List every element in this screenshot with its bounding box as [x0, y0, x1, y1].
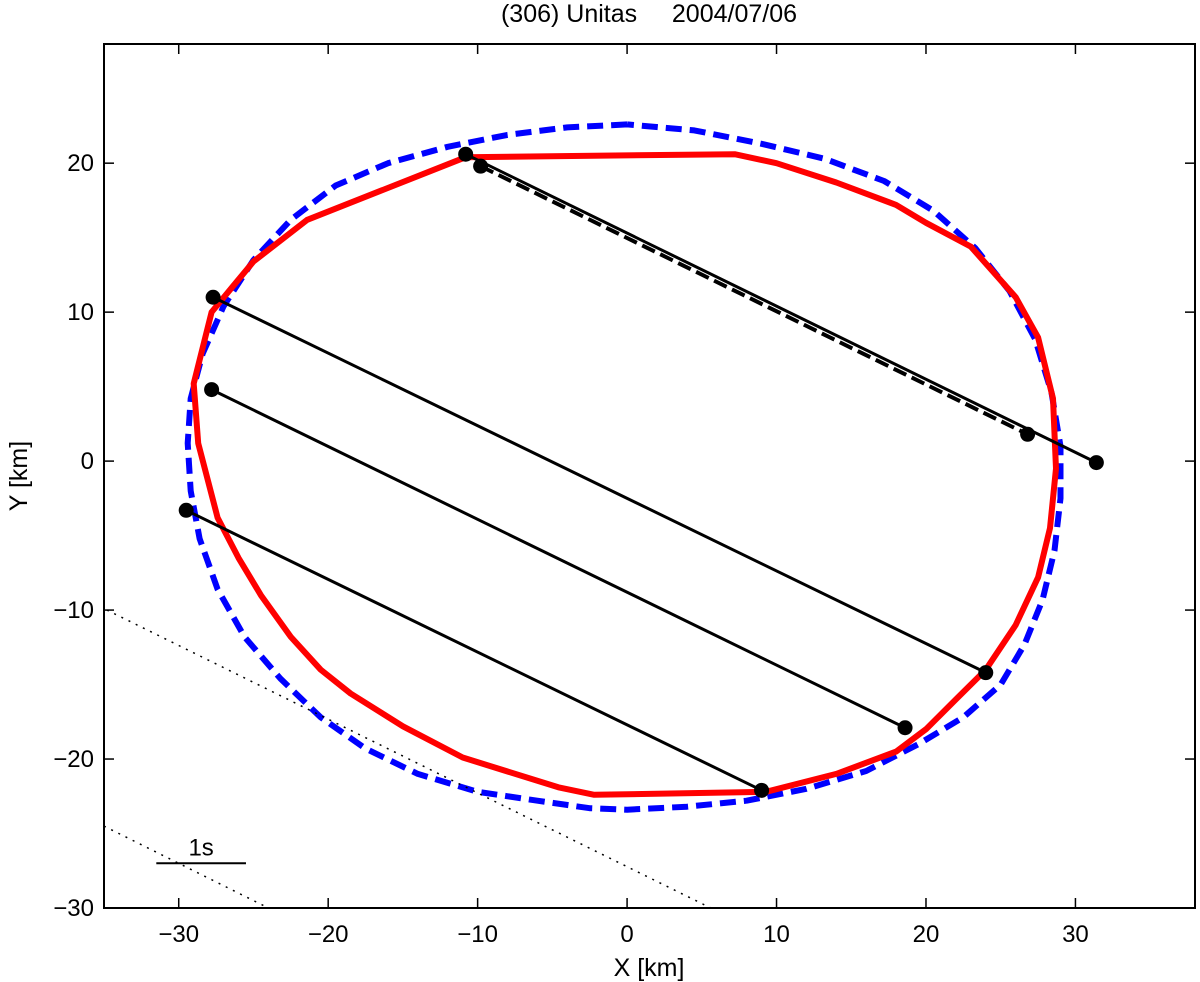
- chord-endpoint-6: [204, 382, 220, 398]
- series-line-1: [190, 151, 1059, 798]
- chord-endpoint-8: [178, 502, 194, 518]
- x-tick-label: −30: [158, 921, 199, 948]
- series-line-6: [185, 508, 763, 792]
- chord-endpoint-1: [473, 158, 489, 174]
- x-tick-label: 10: [763, 921, 790, 948]
- y-tick-label: −20: [53, 746, 94, 773]
- series-line-5: [210, 388, 906, 730]
- y-tick-label: 10: [67, 299, 94, 326]
- axis-ticks: −30 −20 −10 0 10 20 30 −30 −20 −10 0 10 20: [53, 44, 1195, 948]
- chord-endpoint-0: [458, 146, 474, 162]
- series-line-2: [465, 152, 1098, 464]
- chord-endpoint-4: [205, 289, 221, 305]
- data-layer: [104, 121, 1098, 908]
- series-line-8: [104, 825, 269, 908]
- y-tick-label: 20: [67, 150, 94, 177]
- chord-endpoint-9: [754, 782, 770, 798]
- scale-bar: 1s: [156, 834, 246, 865]
- x-tick-label: −10: [457, 921, 498, 948]
- y-tick-label: 0: [81, 448, 94, 475]
- scale-bar-label: 1s: [188, 834, 213, 861]
- x-tick-label: −20: [308, 921, 349, 948]
- series-line-7: [106, 609, 712, 908]
- chart-title: (306) Unitas 2004/07/06: [501, 0, 797, 28]
- x-axis-label: X [km]: [614, 954, 685, 982]
- chord-endpoint-7: [897, 720, 913, 736]
- x-tick-label: 0: [620, 921, 633, 948]
- chord-endpoint-2: [1088, 455, 1104, 471]
- series-line-3: [479, 164, 1029, 437]
- y-tick-label: −30: [53, 895, 94, 922]
- x-tick-label: 20: [913, 921, 940, 948]
- chord-endpoint-3: [1020, 426, 1036, 442]
- y-tick-label: −10: [53, 597, 94, 624]
- y-axis-label: Y [km]: [5, 441, 33, 511]
- series-line-4: [212, 295, 987, 674]
- chord-endpoint-5: [978, 665, 994, 681]
- x-tick-label: 30: [1062, 921, 1089, 948]
- plot-frame: [103, 43, 1196, 909]
- marker-layer: [178, 146, 1104, 798]
